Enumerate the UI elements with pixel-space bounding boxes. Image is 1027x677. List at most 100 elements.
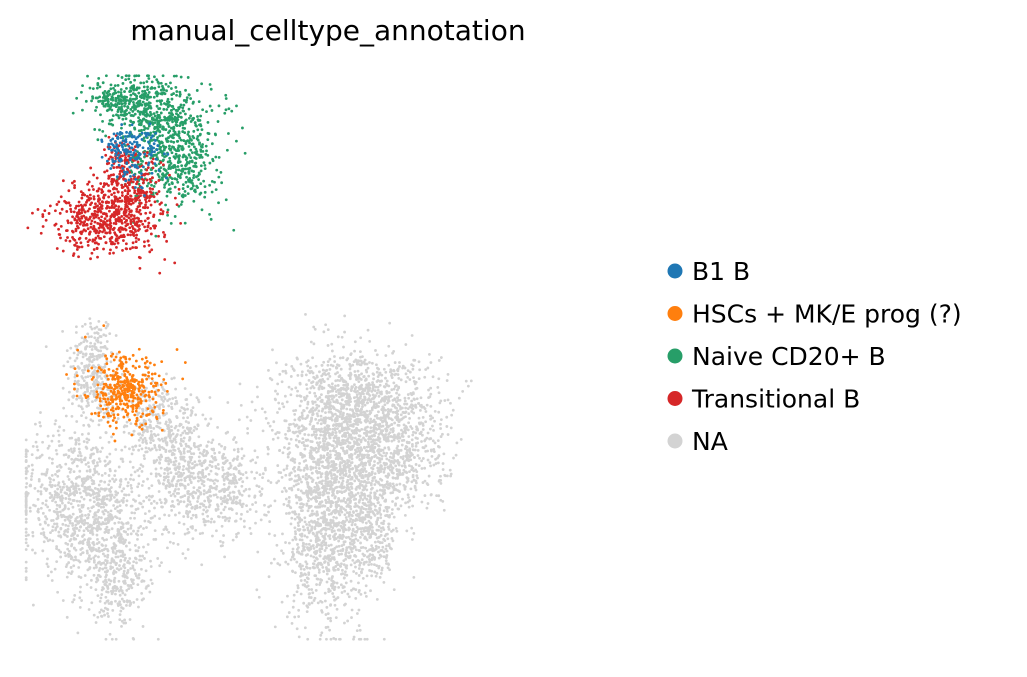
scatter-point-na [206, 519, 210, 523]
scatter-point-na [62, 406, 66, 410]
scatter-point-na [410, 526, 414, 530]
scatter-point-na [196, 479, 200, 483]
scatter-point-na [37, 516, 41, 520]
scatter-point-na [51, 529, 54, 532]
scatter-point-na [117, 465, 121, 469]
scatter-point-na [79, 394, 83, 398]
scatter-point-na [207, 440, 210, 444]
scatter-point-na [319, 532, 323, 535]
scatter-point-na [287, 446, 291, 450]
scatter-point-na [71, 512, 75, 516]
scatter-point-na [65, 615, 69, 619]
scatter-point-na [75, 371, 78, 374]
scatter-point-na [223, 495, 227, 499]
scatter-point-na [104, 583, 107, 587]
scatter-point-na [431, 424, 434, 428]
scatter-point-na [50, 439, 54, 443]
scatter-point-na [57, 440, 61, 443]
scatter-point-na [299, 509, 303, 513]
scatter-point-na [105, 580, 108, 584]
scatter-point-na [38, 523, 42, 526]
scatter-point-na [339, 583, 343, 587]
scatter-point-na [104, 464, 107, 468]
scatter-point-na [53, 484, 57, 488]
scatter-point-na [153, 443, 157, 447]
scatter-point-na [223, 456, 227, 460]
scatter-point-na [170, 508, 174, 512]
scatter-point-na [149, 441, 153, 445]
scatter-point-na [199, 476, 202, 480]
scatter-point-na [194, 528, 198, 532]
scatter-point-na [85, 446, 89, 450]
scatter-point-na [130, 511, 134, 515]
scatter-point-na [97, 319, 101, 323]
scatter-point-na [86, 401, 90, 405]
scatter-point-na [240, 512, 243, 516]
scatter-point-na [74, 485, 77, 489]
scatter-point-na [358, 458, 362, 462]
scatter-point-na [241, 480, 245, 484]
scatter-point-na [359, 637, 363, 641]
scatter-point-na [389, 394, 393, 398]
scatter-point-na [360, 484, 364, 487]
scatter-point-na [165, 528, 169, 532]
scatter-point-na [374, 420, 377, 424]
scatter-point-na [325, 546, 328, 550]
scatter-point-na [196, 398, 200, 402]
scatter-point-na [158, 517, 161, 520]
scatter-point-na [304, 373, 308, 377]
scatter-point-na [117, 539, 121, 543]
scatter-point-na [74, 555, 77, 559]
scatter-point-na [297, 440, 301, 444]
scatter-point-na [334, 561, 338, 565]
scatter-point-na [104, 637, 108, 641]
scatter-point-na [298, 496, 302, 500]
scatter-point-na [287, 611, 291, 614]
scatter-point-na [127, 587, 131, 591]
scatter-point-na [97, 363, 100, 367]
scatter-point-na [319, 433, 323, 437]
scatter-point-na [296, 445, 300, 449]
scatter-point-na [254, 501, 258, 504]
scatter-point-na [285, 512, 288, 515]
scatter-point-na [120, 521, 123, 525]
scatter-point-na [97, 423, 101, 427]
scatter-point-na [149, 448, 152, 452]
scatter-point-na [302, 503, 305, 506]
scatter-point-na [140, 469, 144, 473]
scatter-point-na [384, 454, 388, 458]
scatter-point-na [322, 517, 326, 520]
scatter-point-na [121, 457, 124, 461]
scatter-point-na [29, 478, 33, 481]
scatter-point-na [166, 456, 170, 460]
scatter-point-na [348, 488, 351, 492]
scatter-point-na [310, 471, 314, 475]
scatter-point-na [171, 439, 175, 443]
scatter-point-na [104, 321, 108, 324]
scatter-point-na [258, 490, 262, 494]
scatter-point-na [323, 599, 327, 603]
scatter-point-na [397, 440, 401, 443]
scatter-point-na [79, 386, 83, 390]
scatter-point-na [254, 521, 257, 525]
scatter-point-na [323, 421, 327, 425]
scatter-point-na [56, 429, 60, 433]
scatter-point-na [74, 457, 78, 461]
scatter-point-na [179, 444, 183, 447]
scatter-point-na [334, 462, 338, 466]
scatter-point-na [100, 593, 104, 596]
scatter-point-na [46, 523, 50, 527]
scatter-point-na [83, 538, 87, 541]
scatter-point-na [259, 518, 263, 522]
scatter-point-na [121, 526, 124, 529]
scatter-point-na [394, 526, 398, 530]
scatter-point-na [67, 571, 71, 575]
scatter-point-na [343, 513, 347, 517]
scatter-point-na [286, 562, 290, 566]
scatter-point-na [112, 534, 116, 538]
scatter-point-na [59, 488, 63, 492]
scatter-point-na [93, 342, 97, 346]
scatter-point-na [133, 499, 137, 503]
scatter-point-na [85, 404, 89, 408]
scatter-point-na [76, 353, 80, 357]
